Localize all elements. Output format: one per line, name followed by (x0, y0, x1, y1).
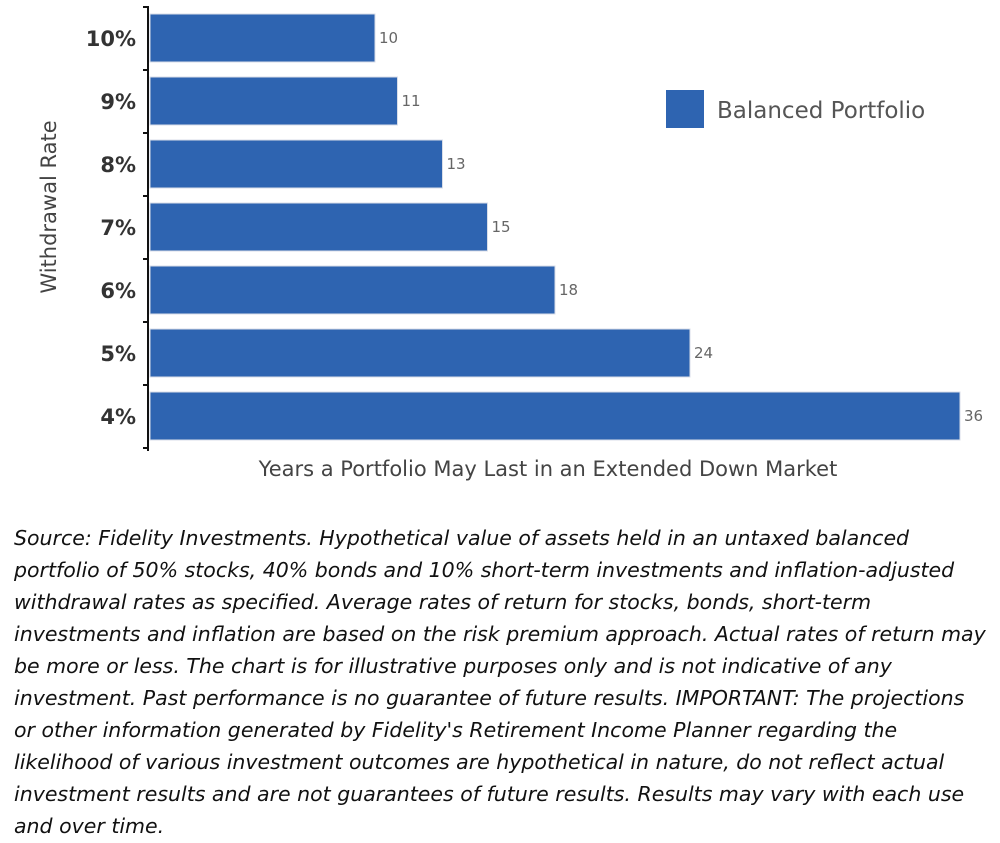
y-tick-label: 7% (100, 216, 136, 240)
bar-value-label: 24 (694, 344, 713, 362)
legend: Balanced Portfolio (666, 90, 925, 128)
bar (149, 13, 376, 63)
y-tick-label: 4% (100, 405, 136, 429)
bar (149, 202, 488, 252)
bar (149, 139, 443, 189)
y-tick-label: 5% (100, 342, 136, 366)
legend-label: Balanced Portfolio (717, 98, 925, 124)
y-tick-label: 6% (100, 279, 136, 303)
y-axis-title: Withdrawal Rate (37, 120, 61, 293)
bar-value-label: 15 (492, 218, 511, 236)
source-footnote: Source: Fidelity Investments. Hypothetic… (14, 526, 986, 838)
bar (149, 391, 961, 441)
y-axis: 10% 9% 8% 7% 6% 5% 4% (86, 6, 149, 451)
bar-value-label: 18 (559, 281, 578, 299)
x-axis-title: Years a Portfolio May Last in an Extende… (258, 457, 838, 481)
bar-chart: 10 11 13 15 18 24 36 10% 9% 8% 7% 6% 5% 4% Withdrawa… (37, 6, 983, 481)
y-tick-label: 9% (100, 90, 136, 114)
bar-value-label: 36 (964, 407, 983, 425)
bar (149, 328, 691, 378)
bar-value-label: 13 (447, 155, 466, 173)
bar-value-label: 11 (402, 92, 421, 110)
bars-layer: 10 11 13 15 18 24 36 (149, 13, 983, 441)
bar (149, 265, 556, 315)
y-tick-label: 10% (86, 27, 136, 51)
bar-value-label: 10 (379, 29, 398, 47)
legend-swatch (666, 90, 704, 128)
bar (149, 76, 398, 126)
y-tick-label: 8% (100, 153, 136, 177)
